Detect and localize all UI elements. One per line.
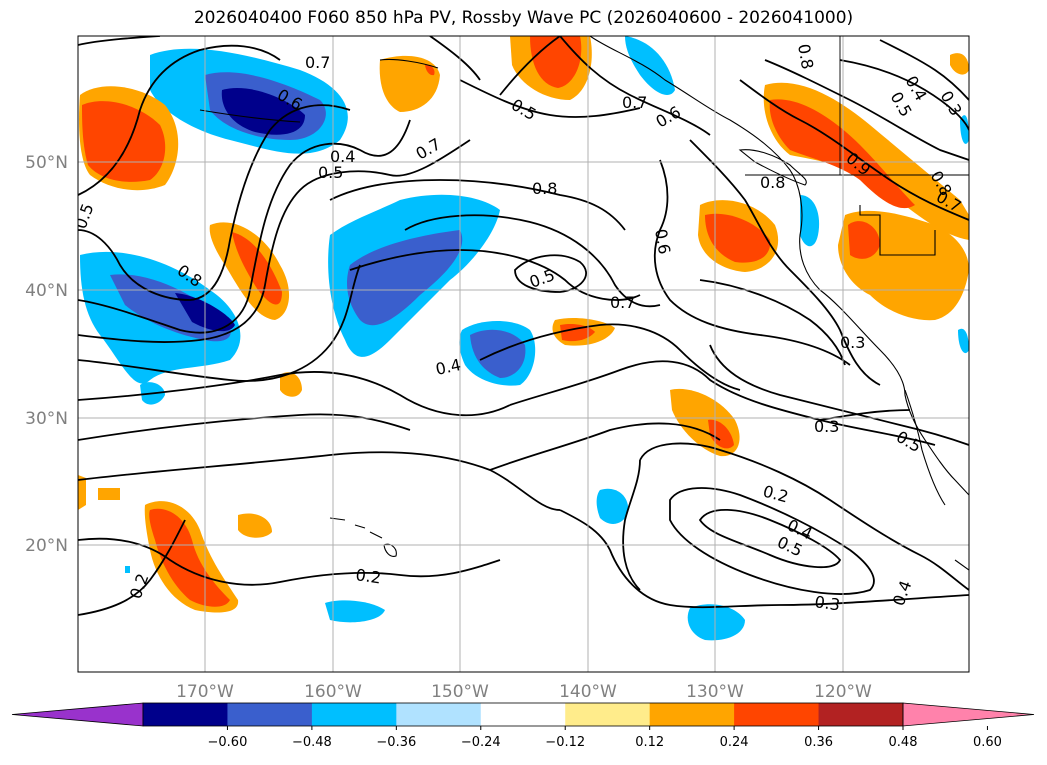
contour-label: 0.8	[760, 173, 785, 192]
colorbar-extend-low	[11, 702, 144, 727]
contour-label: 0.7	[622, 93, 647, 112]
contour-label: 0.3	[840, 333, 865, 352]
colorbar-segment	[227, 703, 313, 726]
colorbar-tick-label: 0.36	[804, 735, 833, 750]
lon-label: 140°W	[559, 682, 617, 702]
colorbar-segment	[480, 703, 566, 726]
contour-label: 0.8	[794, 42, 817, 70]
colorbar-segment	[818, 703, 904, 726]
colorbar-tick-label: −0.36	[376, 735, 416, 750]
contour-label: 0.7	[305, 53, 330, 72]
longitude-axis: 170°W 160°W 150°W 140°W 130°W 120°W	[176, 682, 872, 702]
colorbar: −0.60 −0.48 −0.36 −0.24 −0.12 0.12 0.24 0.36 0.4…	[11, 702, 1035, 750]
negative-anomaly-fill	[80, 36, 969, 641]
colorbar-ticks: −0.60 −0.48 −0.36 −0.24 −0.12 0.12 0.24 0.36 0.4…	[208, 726, 1002, 750]
contour-label: 0.6	[651, 227, 674, 255]
colorbar-segments	[11, 702, 1035, 727]
gridlines	[78, 36, 969, 672]
colorbar-tick-label: 0.24	[720, 735, 749, 750]
colorbar-tick-label: 0.60	[973, 735, 1002, 750]
colorbar-segment	[396, 703, 482, 726]
lon-label: 150°W	[431, 682, 489, 702]
colorbar-tick-label: −0.60	[208, 735, 248, 750]
contour-label: 0.2	[354, 565, 382, 587]
contour-label: 0.4	[434, 355, 463, 379]
colorbar-extend-high	[902, 702, 1035, 727]
contour-label: 0.3	[814, 417, 839, 436]
latitude-axis: 50°N 40°N 30°N 20°N	[25, 153, 68, 556]
colorbar-tick-label: 0.12	[635, 735, 664, 750]
positive-anomaly-fill	[78, 36, 969, 613]
country-borders	[745, 36, 969, 176]
contour-label: 0.7	[610, 293, 635, 312]
lon-label: 120°W	[814, 682, 872, 702]
lat-label: 40°N	[25, 281, 68, 301]
colorbar-tick-label: −0.12	[545, 735, 585, 750]
contour-label: 0.5	[318, 163, 343, 182]
colorbar-segment	[649, 703, 735, 726]
colorbar-tick-label: 0.48	[889, 735, 918, 750]
lon-label: 160°W	[304, 682, 362, 702]
colorbar-segment	[311, 703, 397, 726]
colorbar-segment	[143, 703, 228, 726]
contour-label: 0.4	[330, 147, 355, 166]
lon-label: 130°W	[686, 682, 744, 702]
lat-label: 30°N	[25, 409, 68, 429]
map-title: 2026040400 F060 850 hPa PV, Rossby Wave …	[193, 8, 854, 28]
contour-label: 0.8	[532, 179, 557, 198]
plot-frame	[77, 35, 970, 673]
pv-contours	[78, 36, 969, 616]
colorbar-segment	[565, 703, 651, 726]
colorbar-segment	[734, 703, 820, 726]
lat-label: 20°N	[25, 536, 68, 556]
lon-label: 170°W	[176, 682, 234, 702]
colorbar-tick-label: −0.24	[461, 735, 501, 750]
coastlines	[199, 36, 969, 571]
colorbar-outline	[142, 702, 904, 727]
lat-label: 50°N	[25, 153, 68, 173]
colorbar-tick-label: −0.48	[292, 735, 332, 750]
contour-label: 0.3	[813, 592, 841, 614]
